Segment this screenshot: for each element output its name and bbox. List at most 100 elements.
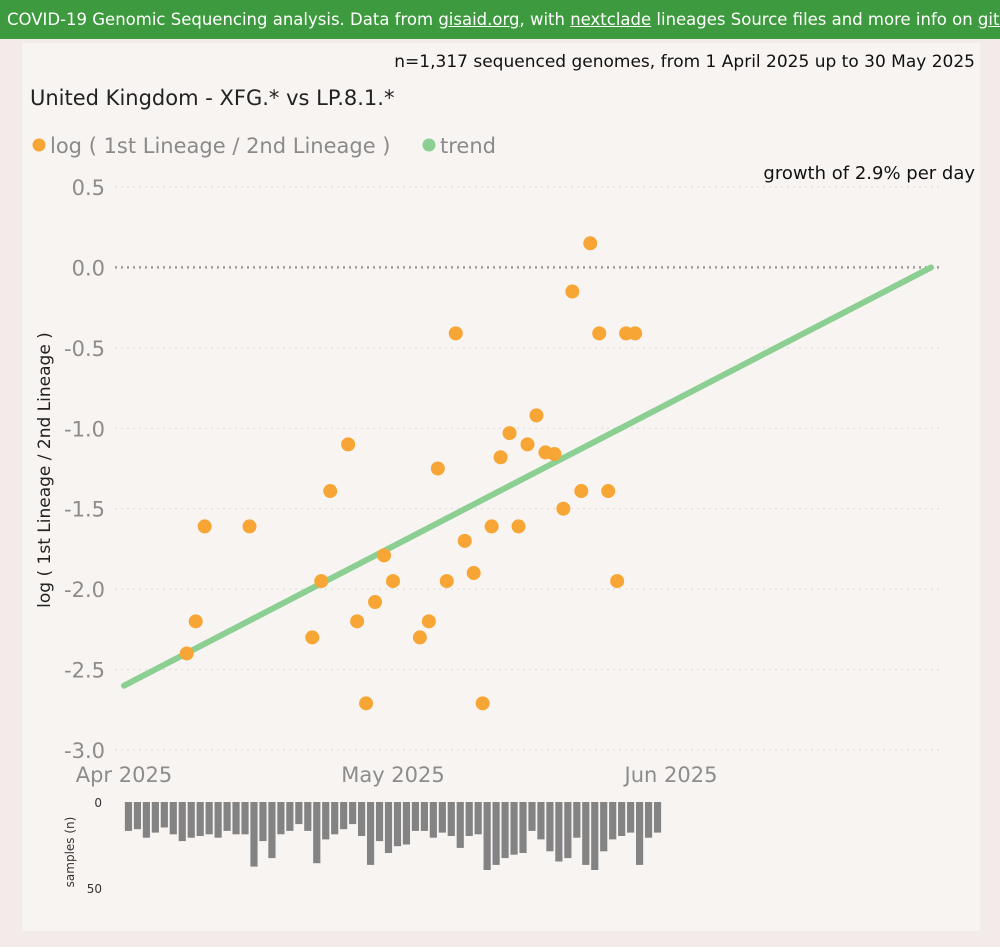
- legend-points-marker: [32, 138, 46, 152]
- data-point: [457, 533, 472, 548]
- data-point: [484, 519, 499, 534]
- nextclade-link[interactable]: nextclade: [570, 10, 652, 29]
- data-point: [466, 566, 481, 581]
- sample-bar: [573, 802, 581, 838]
- data-point: [493, 450, 508, 465]
- banner-text: , with: [519, 10, 571, 29]
- sample-bar: [420, 802, 428, 831]
- data-point: [323, 484, 338, 499]
- data-point: [377, 548, 392, 563]
- data-point: [188, 614, 203, 629]
- data-point: [529, 408, 544, 423]
- sample-bar: [393, 802, 402, 847]
- x-tick-label: May 2025: [341, 763, 445, 787]
- y-tick-label: -1.5: [64, 498, 105, 522]
- data-point: [448, 326, 463, 341]
- sample-bar: [322, 802, 330, 840]
- sample-bar: [465, 802, 473, 836]
- data-point: [565, 284, 580, 299]
- sample-bar: [644, 802, 653, 838]
- sample-bar: [375, 802, 384, 842]
- sample-bar: [447, 802, 455, 836]
- sample-bar: [519, 802, 527, 853]
- legend-trend-label: trend: [440, 134, 496, 158]
- sample-bar: [349, 802, 357, 825]
- x-tick-label: Apr 2025: [76, 763, 172, 787]
- sample-bar: [232, 802, 240, 835]
- sample-bar: [124, 802, 133, 831]
- sample-bar: [582, 802, 590, 865]
- y-tick-label: -2.0: [64, 578, 105, 602]
- sample-bar: [205, 802, 213, 835]
- sample-bar: [196, 802, 204, 836]
- data-point: [359, 696, 374, 711]
- data-point: [547, 447, 562, 462]
- bars-axis-title: samples (n): [63, 817, 77, 888]
- y-tick-label: -1.0: [64, 417, 105, 441]
- sample-bar: [600, 802, 608, 852]
- sample-bar: [241, 802, 249, 835]
- data-point: [430, 461, 445, 476]
- sample-bar: [510, 802, 518, 855]
- data-point: [601, 484, 616, 499]
- sample-bar: [187, 802, 195, 838]
- data-point: [314, 574, 329, 589]
- sample-bar: [537, 802, 545, 840]
- data-point: [179, 646, 194, 661]
- sample-bar: [591, 802, 599, 870]
- data-point: [242, 519, 257, 534]
- y-tick-label: 0.5: [72, 176, 105, 200]
- data-point: [439, 574, 454, 589]
- gridlines: [115, 186, 940, 751]
- sample-bar: [142, 802, 150, 838]
- sample-bar: [411, 802, 419, 831]
- data-point: [502, 426, 517, 441]
- growth-rate-label: growth of 2.9% per day: [763, 163, 975, 184]
- sample-bar: [366, 802, 375, 865]
- trend-line: [120, 264, 935, 689]
- sample-bar: [555, 802, 563, 862]
- x-axis-ticks: Apr 2025 May 2025 Jun 2025: [76, 763, 718, 787]
- data-point: [628, 326, 643, 341]
- data-point: [197, 519, 212, 534]
- sample-bar: [528, 802, 536, 831]
- sample-bar: [259, 802, 267, 842]
- github-link[interactable]: github: [977, 10, 1000, 29]
- sample-bar: [456, 802, 464, 848]
- sample-bar: [169, 802, 177, 835]
- data-point: [556, 501, 571, 516]
- data-point: [592, 326, 607, 341]
- gisaid-link[interactable]: gisaid.org: [438, 10, 520, 29]
- sample-bar: [636, 802, 644, 865]
- sample-bar: [474, 802, 482, 835]
- sample-bar: [564, 802, 572, 859]
- y-axis-ticks: 0.5 0.0 -0.5 -1.0 -1.5 -2.0 -2.5 -3.0: [64, 176, 105, 763]
- sample-bar: [295, 802, 303, 825]
- sample-bar: [438, 802, 446, 833]
- y-axis-title: log ( 1st Lineage / 2nd Lineage ): [35, 332, 55, 608]
- sample-bar: [178, 802, 186, 842]
- sample-bar: [492, 802, 500, 865]
- sample-bar: [133, 802, 142, 830]
- sample-bar: [223, 802, 231, 831]
- sample-bar: [618, 802, 626, 836]
- sample-bar: [627, 802, 635, 833]
- sample-bar: [358, 802, 366, 836]
- sample-bar: [268, 802, 276, 859]
- data-point: [511, 519, 526, 534]
- sample-bar: [340, 802, 348, 830]
- sample-bar: [653, 802, 662, 833]
- x-tick-label: Jun 2025: [623, 763, 718, 787]
- y-tick-label: -3.0: [64, 739, 105, 763]
- data-point: [350, 614, 365, 629]
- sample-bar: [402, 802, 411, 845]
- sample-bar: [331, 802, 339, 835]
- sample-bar: [286, 802, 294, 831]
- sample-bar: [304, 802, 312, 831]
- data-point: [341, 437, 356, 452]
- sample-bar: [609, 802, 617, 840]
- sample-bar: [429, 802, 437, 838]
- y-tick-label: -0.5: [64, 337, 105, 361]
- sample-bar: [384, 802, 393, 853]
